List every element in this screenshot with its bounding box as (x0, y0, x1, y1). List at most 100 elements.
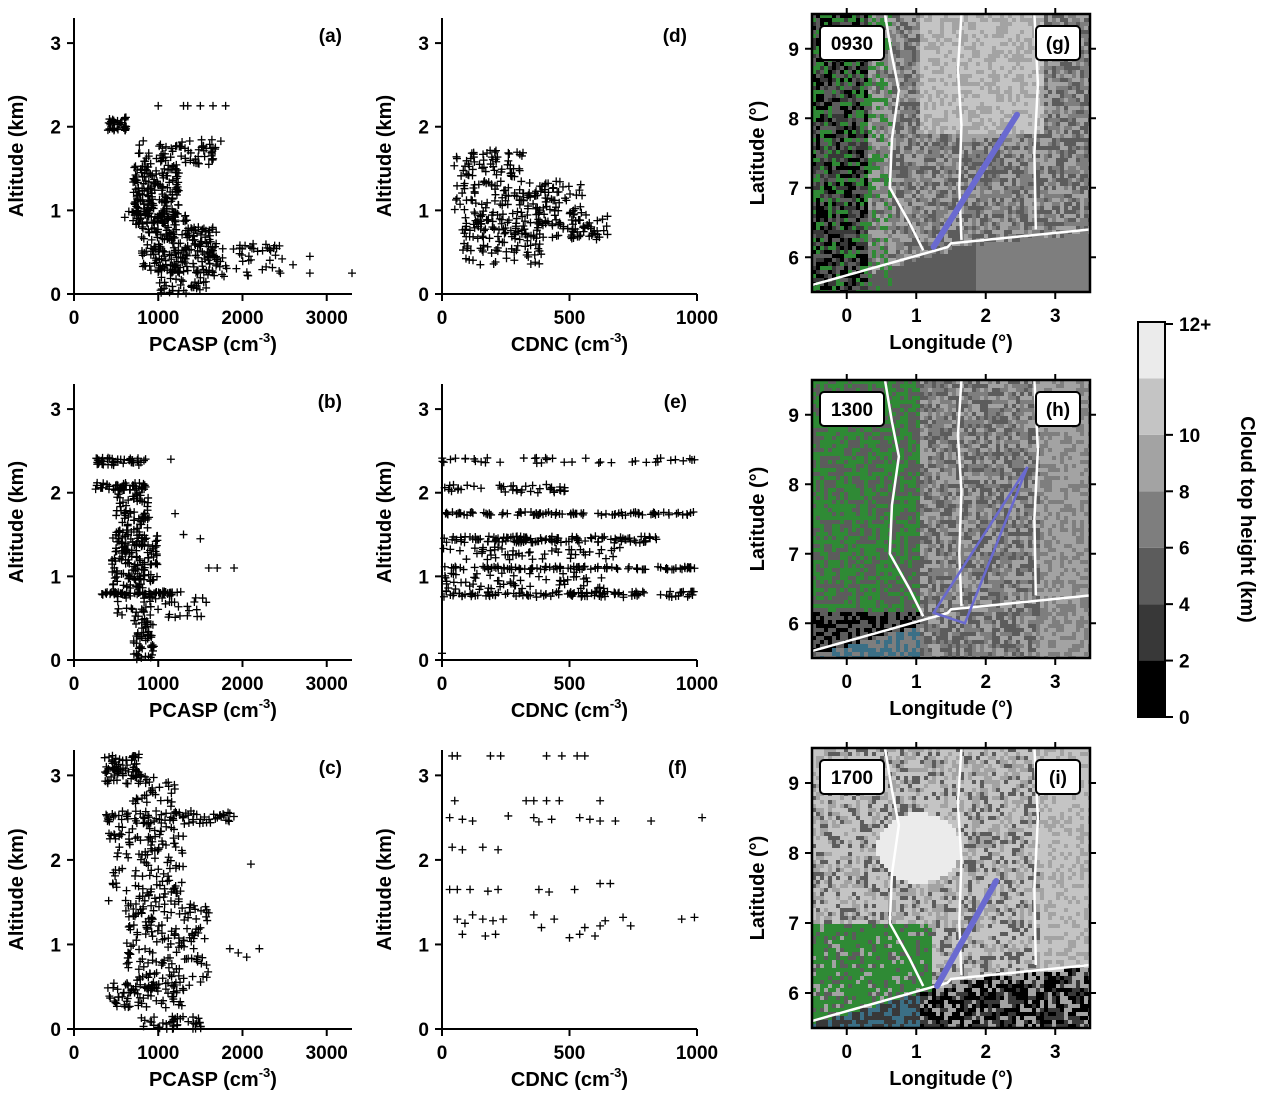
scatter-point (610, 544, 619, 553)
panel-label: (i) (1049, 768, 1067, 789)
scatter-point (468, 817, 477, 826)
x-tick-label: 1 (911, 672, 922, 693)
scatter-point (531, 204, 540, 213)
scatter-point (614, 509, 623, 518)
scatter-point (580, 923, 589, 932)
scatter-point (148, 948, 157, 957)
scatter-point (452, 535, 461, 544)
scatter-point (143, 191, 152, 200)
scatter-point (513, 241, 522, 250)
scatter-point (166, 274, 175, 283)
map-frame (810, 378, 1092, 660)
scatter-point (609, 552, 618, 561)
scatter-point (515, 150, 524, 159)
axis-lines (441, 750, 697, 1030)
scatter-point (169, 243, 178, 252)
scatter-point (113, 608, 122, 617)
scatter-point (121, 766, 130, 775)
scatter-point (148, 188, 157, 197)
scatter-point (112, 547, 121, 556)
scatter-point (175, 964, 184, 973)
time-label-box: 1300 (819, 391, 885, 427)
scatter-point (478, 915, 487, 924)
scatter-point (98, 460, 107, 469)
scatter-point (452, 194, 461, 203)
scatter-point (110, 766, 119, 775)
scatter-point (132, 649, 141, 658)
scatter-point (103, 983, 112, 992)
scatter-point (510, 230, 519, 239)
scatter-point (647, 817, 656, 826)
scatter-point (504, 156, 513, 165)
scatter-point (174, 602, 183, 611)
scatter-point (135, 643, 144, 652)
scatter-point (595, 549, 604, 558)
scatter-point (157, 216, 166, 225)
scatter-point (177, 1001, 186, 1010)
scatter-point (160, 934, 169, 943)
scatter-point (535, 259, 544, 268)
scatter-point (486, 571, 495, 580)
scatter-point (189, 262, 198, 271)
scatter-point (570, 885, 579, 894)
scatter-point (143, 618, 152, 627)
scatter-point (164, 613, 173, 622)
scatter-point (276, 269, 285, 278)
scatter-point (662, 591, 671, 600)
scatter-point (159, 589, 168, 598)
scatter-point (113, 125, 122, 134)
scatter-point (139, 234, 148, 243)
scatter-point (172, 141, 181, 150)
scatter-point (570, 568, 579, 577)
scatter-point (225, 809, 234, 818)
scatter-point (478, 843, 487, 852)
x-tick-label: 2000 (221, 1043, 263, 1064)
scatter-point (179, 974, 188, 983)
y-axis-title: Latitude (°) (747, 836, 769, 941)
scatter-point (497, 167, 506, 176)
scatter-point (470, 573, 479, 582)
scatter-point (665, 510, 674, 519)
scatter-point (109, 979, 118, 988)
y-tick-label: 0 (50, 651, 61, 672)
scatter-point (468, 256, 477, 265)
scatter-point (462, 196, 471, 205)
scatter-point (476, 534, 485, 543)
panel-label-box: (h) (1035, 391, 1081, 427)
scatter-point (523, 193, 532, 202)
scatter-point (115, 526, 124, 535)
scatter-point (179, 936, 188, 945)
scatter-point (672, 509, 681, 518)
scatter-point (119, 569, 128, 578)
scatter-point (139, 606, 148, 615)
scatter-point (638, 565, 647, 574)
scatter-point (109, 580, 118, 589)
scatter-point (149, 906, 158, 915)
scatter-point (549, 183, 558, 192)
scatter-point (460, 205, 469, 214)
scatter-point (118, 588, 127, 597)
scatter-point (93, 478, 102, 487)
scatter-point (685, 590, 694, 599)
scatter-point (101, 768, 110, 777)
scatter-point (567, 216, 576, 225)
scatter-point (140, 542, 149, 551)
scatter-point (597, 511, 606, 520)
scatter-point (120, 114, 129, 123)
scatter-point (142, 798, 151, 807)
scatter-point (577, 208, 586, 217)
y-tick-label: 0 (50, 285, 61, 306)
y-tick-label: 0 (418, 285, 429, 306)
scatter-point (155, 142, 164, 151)
scatter-point (122, 886, 131, 895)
scatter-point (147, 235, 156, 244)
scatter-point (445, 481, 454, 490)
scatter-point (112, 511, 121, 520)
scatter-point (189, 901, 198, 910)
scatter-point (196, 534, 205, 543)
scatter-point (475, 585, 484, 594)
scatter-point (164, 943, 173, 952)
x-tick-label: 3000 (306, 308, 348, 329)
panel-label-box: (i) (1035, 759, 1081, 795)
scatter-point (118, 518, 127, 527)
